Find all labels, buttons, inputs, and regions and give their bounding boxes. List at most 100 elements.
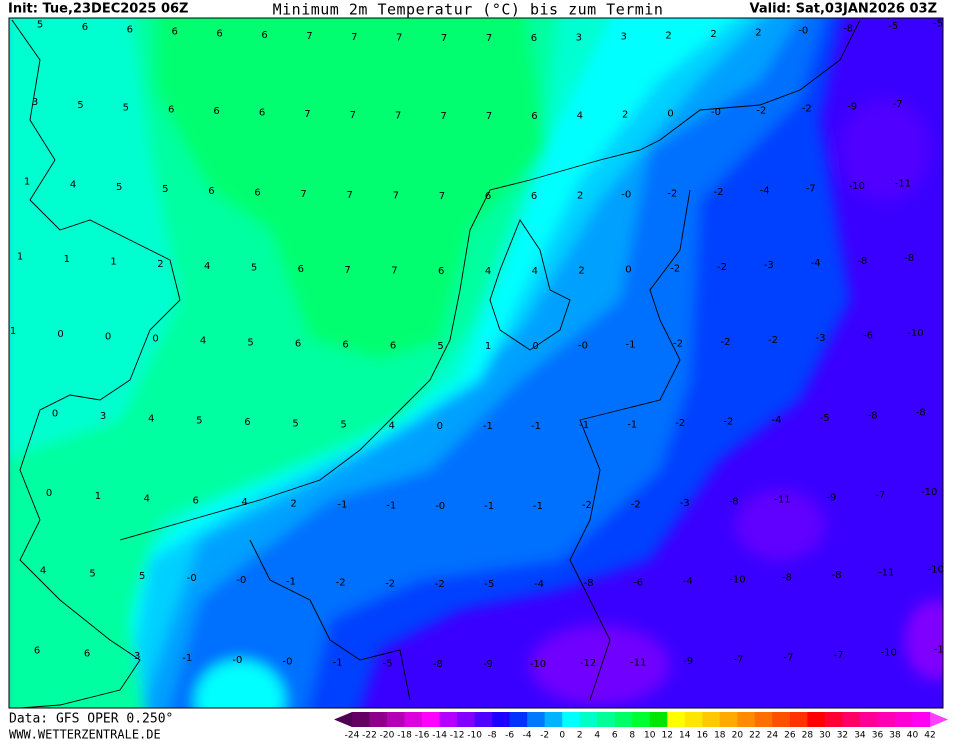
colorbar-box [807,712,826,727]
grid-value: -2 [631,499,641,510]
grid-value: -3 [680,498,690,509]
grid-value: 7 [395,111,401,122]
grid-value: -10 [530,659,546,670]
grid-value: -0 [435,501,445,512]
grid-value: -2 [714,187,724,198]
grid-value: -1 [484,501,494,512]
colorbar-box [509,712,528,727]
colorbar-label: 26 [784,731,796,741]
colorbar-label: -10 [467,731,482,741]
grid-value: -7 [875,490,885,501]
grid-value: 3 [32,97,38,108]
grid-value: -0 [798,26,808,37]
colorbar-box [579,712,598,727]
grid-value: -2 [768,335,778,346]
colorbar-label: 10 [644,731,656,741]
colorbar-label: 22 [749,731,760,741]
grid-value: 7 [306,31,312,42]
grid-value: 6 [531,191,537,202]
colorbar-label: 0 [559,731,565,741]
grid-value: -8 [904,253,914,264]
website: WWW.WETTERZENTRALE.DE [9,728,161,741]
colorbar-label: -24 [345,731,360,741]
grid-value: -11 [630,657,646,668]
grid-value: -2 [670,263,680,274]
grid-value: 5 [340,420,346,431]
grid-value: 5 [89,569,95,580]
grid-value: 5 [123,102,129,113]
grid-value: -2 [435,579,445,590]
coastline [11,19,181,708]
grid-value: 0 [437,421,443,432]
colorbar-label: 16 [697,731,709,741]
grid-value: -1 [483,421,493,432]
colorbar-box [439,712,458,727]
grid-value: -2 [336,578,346,589]
grid-value: 7 [393,191,399,202]
colorbar-label: 32 [837,731,848,741]
grid-value: 3 [100,411,106,422]
grid-value: 7 [396,33,402,44]
colorbar-box [457,712,476,727]
grid-value: -4 [772,415,782,426]
colorbar-label: -4 [523,731,532,741]
grid-value: 0 [46,488,52,499]
grid-value: -2 [721,337,731,348]
colorbar-label: 42 [924,731,935,741]
grid-value: 2 [290,499,296,510]
grid-value: -1 [533,501,543,512]
colorbar-box [912,712,931,727]
colorbar-label: 40 [907,731,919,741]
grid-value: 6 [254,188,260,199]
grid-value: 5 [139,571,145,582]
grid-value: 6 [531,111,537,122]
colorbar-label: 2 [577,731,583,741]
grid-value: 6 [342,340,348,351]
colorbar-label: 36 [872,731,884,741]
grid-value: 6 [127,24,133,35]
grid-value: -1 [531,421,541,432]
valid-time: Valid: Sat,03JAN2026 03Z [750,2,937,17]
grid-value: 1 [10,326,16,337]
grid-value: 7 [486,111,492,122]
grid-value: 0 [667,108,673,119]
grid-value: -8 [832,570,842,581]
grid-value: -10 [921,487,937,498]
colorbar-box [597,712,616,727]
colorbar-label: 20 [732,731,744,741]
grid-value: -2 [385,578,395,589]
grid-value: 7 [486,33,492,44]
grid-value: 2 [665,31,671,42]
grid-value: 1 [485,341,491,352]
grid-value: 5 [162,184,168,195]
grid-value: -3 [764,260,774,271]
grid-value: 3 [576,32,582,43]
grid-value: 5 [37,20,43,31]
grid-value: -2 [802,104,812,115]
grid-value: -1 [626,339,636,350]
grid-value: 5 [292,419,298,430]
grid-value: 4 [204,261,210,272]
grid-value: -3 [816,333,826,344]
grid-value: -7 [893,99,903,110]
colorbar-label: 4 [594,731,600,741]
grid-value: 5 [77,100,83,111]
grid-value: -10 [928,565,944,576]
colorbar-box [422,712,441,727]
grid-value: -0 [578,340,588,351]
grid-value: 0 [57,329,63,340]
grid-value: 0 [625,264,631,275]
colorbar-box [614,712,633,727]
colorbar-box [632,712,651,727]
grid-value: -8 [782,572,792,583]
grid-value: 3 [621,32,627,43]
grid-value: -8 [433,659,443,670]
grid-value: 4 [40,566,46,577]
grid-value: -6 [863,331,873,342]
colorbar-label: -2 [540,731,549,741]
colorbar-under [334,712,352,727]
grid-value: -2 [675,418,685,429]
colorbar-box [352,712,371,727]
grid-value: -0 [283,656,293,667]
colorbar-label: -12 [450,731,465,741]
